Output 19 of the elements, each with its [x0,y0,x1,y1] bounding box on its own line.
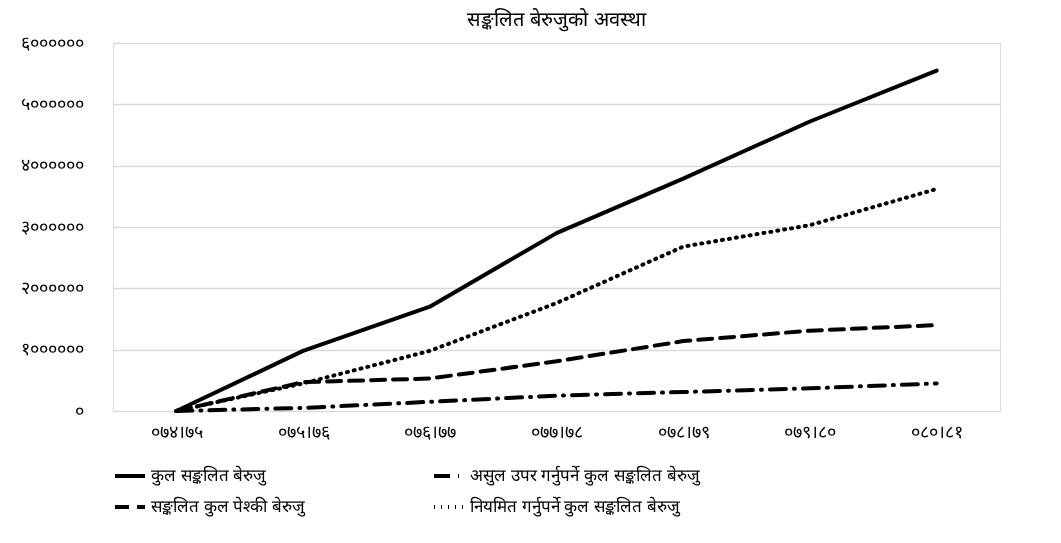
y-tick-label: १०००००० [20,339,84,360]
y-tick-label: ६०००००० [20,32,84,53]
y-tick-label: ० [74,400,84,421]
legend-label: कुल सङ्कलित बेरुजु [151,465,268,486]
legend-label: नियमित गर्नुपर्ने कुल सङ्कलित बेरुजु [470,496,681,517]
x-tick-label: ०७७।७८ [531,421,583,442]
x-tick-label: ०८०।८१ [911,421,964,442]
x-tick-label: ०७४।७५ [150,421,203,442]
legend-label: सङ्कलित कुल पेश्की बेरुजु [151,496,307,517]
chart-title: सङ्कलित बेरुजुको अवस्था [467,8,647,32]
y-tick-label: ३०००००० [20,216,84,237]
y-tick-label: ५०००००० [20,93,84,114]
x-tick-label: ०७५।७६ [277,421,330,442]
x-tick-label: ०७६।७७ [404,421,457,442]
x-tick-label: ०७९।८० [784,421,837,442]
y-tick-label: २०००००० [20,277,84,298]
x-tick-label: ०७८।७९ [657,421,710,442]
y-tick-label: ४०००००० [20,155,84,176]
legend-label: असुल उपर गर्नुपर्ने कुल सङ्कलित बेरुजु [470,465,701,486]
